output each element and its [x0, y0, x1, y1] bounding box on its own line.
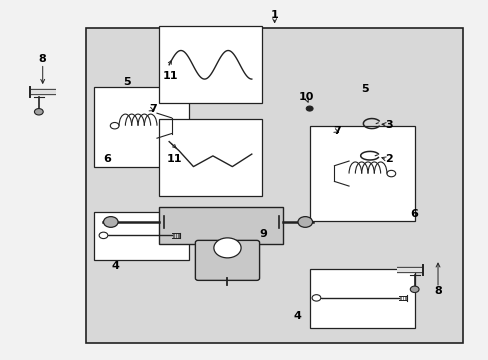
Bar: [159, 119, 261, 196]
Circle shape: [297, 217, 312, 227]
Text: 6: 6: [103, 154, 111, 164]
Text: 8: 8: [433, 287, 441, 296]
Bar: [309, 126, 414, 221]
Text: 2: 2: [385, 154, 392, 164]
Text: 4: 4: [111, 261, 120, 271]
Text: 1: 1: [270, 10, 278, 20]
Bar: [159, 26, 261, 103]
Text: 5: 5: [123, 77, 130, 87]
Text: 6: 6: [409, 209, 417, 219]
Bar: [159, 207, 283, 244]
Circle shape: [213, 238, 241, 258]
FancyBboxPatch shape: [195, 240, 259, 280]
Text: 5: 5: [361, 84, 368, 94]
Bar: [94, 87, 188, 167]
Text: 7: 7: [332, 126, 340, 136]
Bar: [309, 269, 414, 328]
Bar: [94, 212, 188, 260]
Text: 10: 10: [299, 92, 314, 102]
Text: 11: 11: [166, 154, 182, 164]
Text: 4: 4: [292, 311, 300, 321]
Text: 8: 8: [39, 54, 46, 64]
Circle shape: [34, 109, 43, 115]
Circle shape: [103, 217, 118, 227]
Text: 9: 9: [259, 229, 266, 239]
Text: 11: 11: [163, 71, 178, 81]
Bar: [86, 28, 462, 342]
Circle shape: [409, 286, 418, 293]
Circle shape: [305, 106, 312, 111]
Text: 7: 7: [149, 104, 157, 114]
Text: 3: 3: [385, 120, 392, 130]
